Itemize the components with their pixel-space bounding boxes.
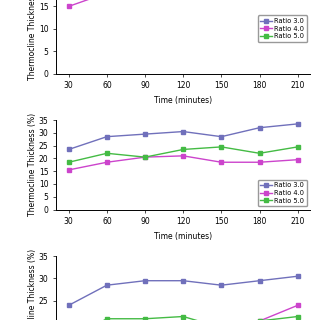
X-axis label: Time (minutes): Time (minutes) <box>154 96 212 105</box>
Y-axis label: Thermocline Thickness (%): Thermocline Thickness (%) <box>28 0 37 80</box>
Legend: Ratio 3.0, Ratio 4.0, Ratio 5.0: Ratio 3.0, Ratio 4.0, Ratio 5.0 <box>258 15 307 42</box>
X-axis label: Time (minutes): Time (minutes) <box>154 232 212 241</box>
Y-axis label: Thermocline Thickness (%): Thermocline Thickness (%) <box>28 113 37 216</box>
Legend: Ratio 3.0, Ratio 4.0, Ratio 5.0: Ratio 3.0, Ratio 4.0, Ratio 5.0 <box>258 180 307 206</box>
Y-axis label: Thermocline Thickness (%): Thermocline Thickness (%) <box>28 249 37 320</box>
